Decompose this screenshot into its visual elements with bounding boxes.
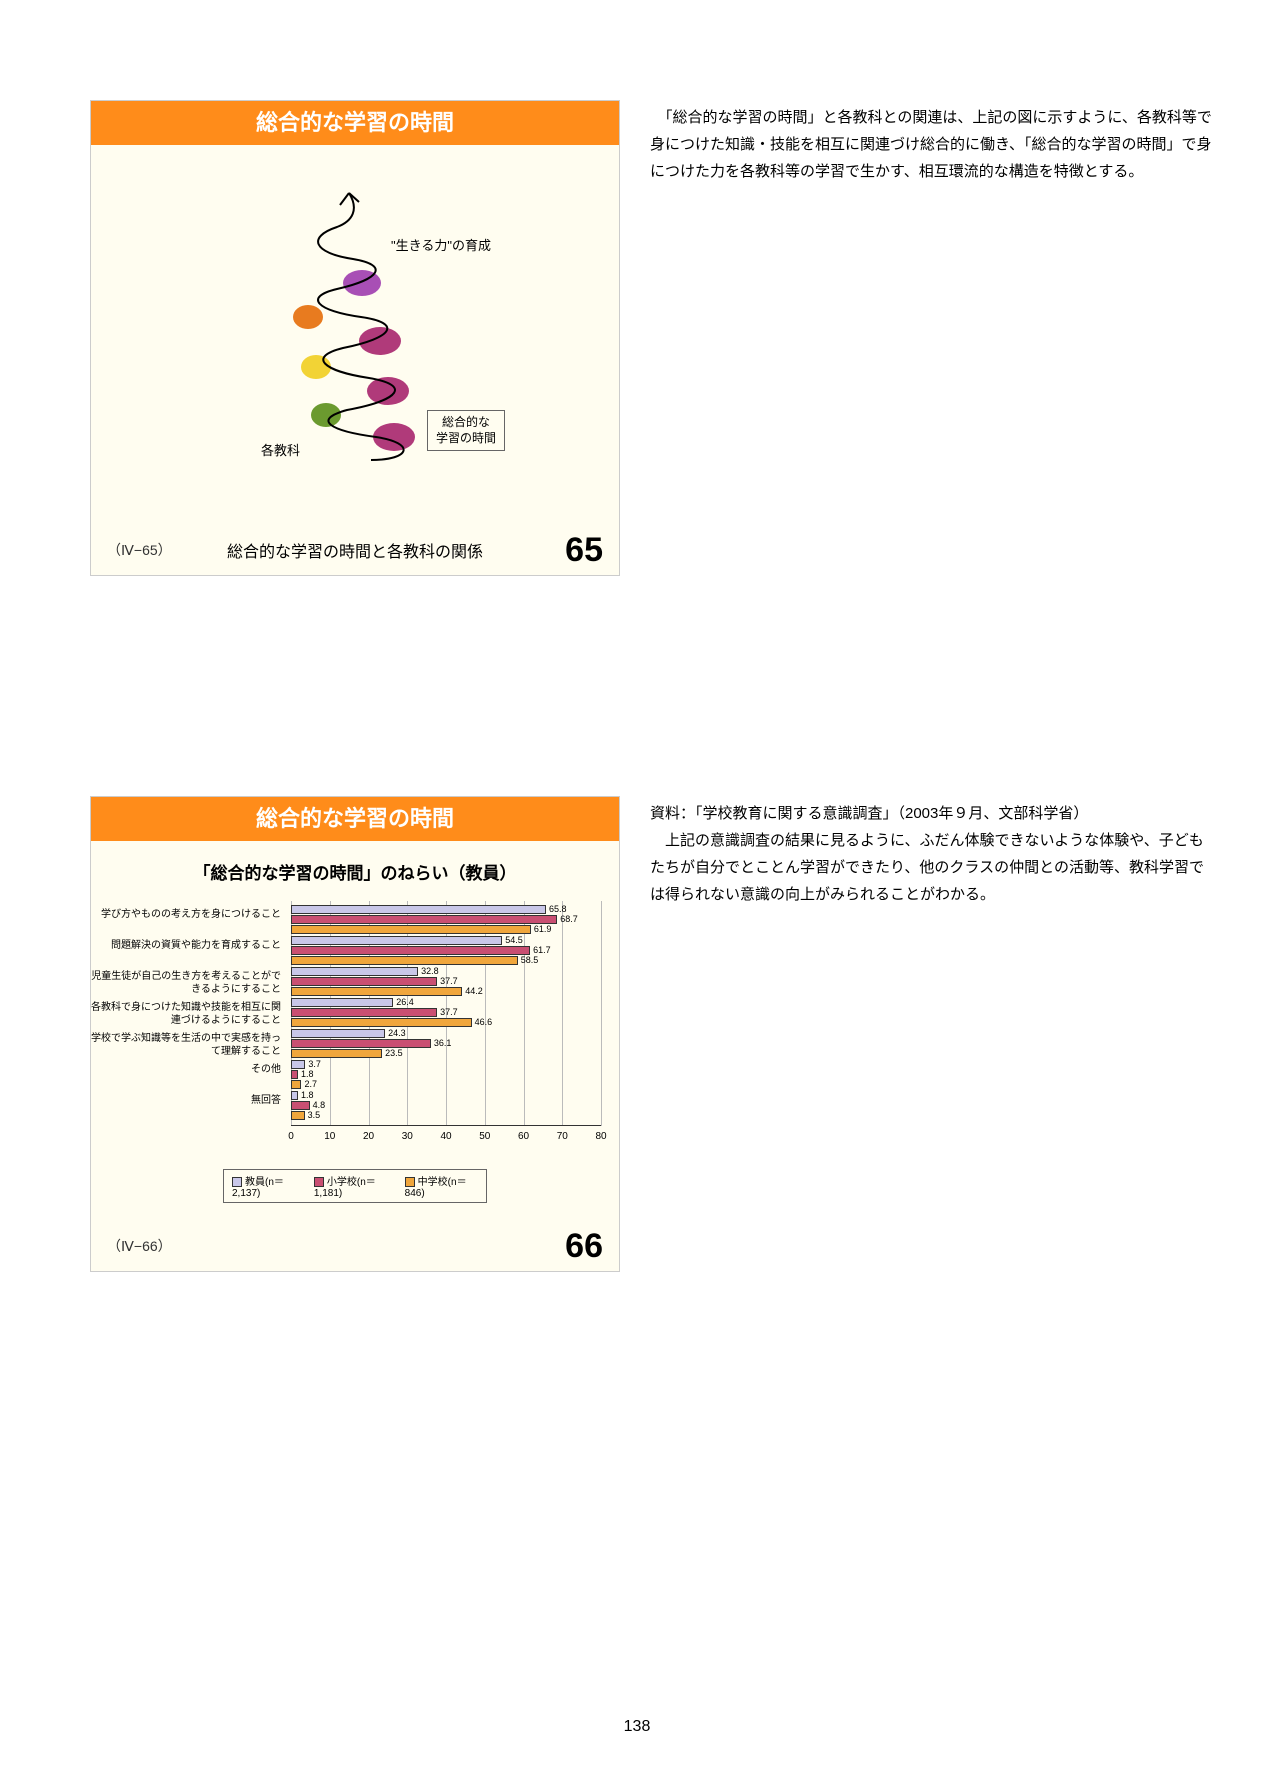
x-tick: 70: [557, 1131, 568, 1142]
category-label: 児童生徒が自己の生き方を考えることができるようにすること: [91, 971, 287, 996]
bar-value: 61.9: [534, 924, 552, 934]
label-ikiru: "生きる力"の育成: [391, 235, 491, 254]
slide-2-footer: （Ⅳ−66） 66: [91, 1221, 619, 1271]
slide-1-number: 65: [565, 531, 603, 570]
chart-bar: [291, 1008, 437, 1017]
chart-bar: [291, 1049, 382, 1058]
legend-item: 小学校(n＝1,181): [314, 1173, 395, 1199]
slide-2-number: 66: [565, 1227, 603, 1266]
chart-bar: [291, 1080, 301, 1089]
bar-value: 65.8: [549, 904, 567, 914]
bar-value: 58.5: [521, 955, 539, 965]
slide-1-body: "生きる力"の育成 各教科 総合的な 学習の時間: [91, 145, 619, 525]
x-tick: 80: [595, 1131, 606, 1142]
slide-2: 総合的な学習の時間 「総合的な学習の時間」のねらい（教員） 学び方やものの考え方…: [90, 796, 620, 1272]
bar-value: 3.5: [308, 1110, 321, 1120]
category-label: 学校で学ぶ知識等を生活の中で実感を持って理解すること: [91, 1033, 287, 1058]
bar-value: 61.7: [533, 945, 551, 955]
page-number: 138: [0, 1718, 1274, 1736]
chart-bar: [291, 967, 418, 976]
slide-1-header: 総合的な学習の時間: [91, 101, 619, 145]
label-sougou-box: 総合的な 学習の時間: [427, 410, 505, 451]
slide-2-header: 総合的な学習の時間: [91, 797, 619, 841]
chart-bar: [291, 1091, 298, 1100]
slide-1-footer-center: 総合的な学習の時間と各教科の関係: [91, 538, 619, 562]
bar-value: 44.2: [465, 986, 483, 996]
box-l2: 学習の時間: [436, 431, 496, 445]
bar-value: 1.8: [301, 1090, 314, 1100]
x-tick: 40: [440, 1131, 451, 1142]
chart-bar: [291, 1029, 385, 1038]
legend-item: 中学校(n＝846): [405, 1173, 478, 1199]
bar-value: 37.7: [440, 976, 458, 986]
legend-item: 教員(n＝2,137): [232, 1173, 304, 1199]
x-tick: 30: [402, 1131, 413, 1142]
bar-value: 36.1: [434, 1038, 452, 1048]
bar-value: 1.8: [301, 1069, 314, 1079]
bar-value: 2.7: [304, 1079, 317, 1089]
bar-value: 68.7: [560, 914, 578, 924]
bar-value: 32.8: [421, 966, 439, 976]
chart-bar: [291, 915, 557, 924]
label-kakukyouka: 各教科: [261, 440, 300, 459]
chart-bar: [291, 1111, 305, 1120]
bar-chart: 0102030405060708065.868.761.954.561.758.…: [291, 901, 601, 1156]
chart-bar: [291, 1101, 310, 1110]
x-tick: 10: [324, 1131, 335, 1142]
chart-bar: [291, 1070, 298, 1079]
chart-legend: 教員(n＝2,137) 小学校(n＝1,181) 中学校(n＝846): [223, 1169, 487, 1203]
slide-2-footer-left: （Ⅳ−66）: [107, 1236, 172, 1256]
chart-bar: [291, 998, 393, 1007]
category-label: 問題解決の資質や能力を育成すること: [91, 940, 287, 953]
category-label: 学び方やものの考え方を身につけること: [91, 909, 287, 922]
bar-value: 54.5: [505, 935, 523, 945]
chart-bar: [291, 956, 518, 965]
bar-value: 26.4: [396, 997, 414, 1007]
chart-bar: [291, 905, 546, 914]
chart-bar: [291, 936, 502, 945]
bar-value: 46.6: [475, 1017, 493, 1027]
chart-bar: [291, 1060, 305, 1069]
slide-1: 総合的な学習の時間 "生きる力"の育成 各教科 総合的な 学習の時間: [90, 100, 620, 576]
slide-1-row: 総合的な学習の時間 "生きる力"の育成 各教科 総合的な 学習の時間: [90, 100, 1214, 576]
side-text-2: 資料：「学校教育に関する意識調査」（2003年９月、文部科学省） 上記の意識調査…: [650, 796, 1214, 1272]
bar-value: 23.5: [385, 1048, 403, 1058]
x-tick: 50: [479, 1131, 490, 1142]
bar-value: 37.7: [440, 1007, 458, 1017]
chart-bar: [291, 946, 530, 955]
x-tick: 20: [363, 1131, 374, 1142]
chart-bar: [291, 925, 531, 934]
chart-bar: [291, 1039, 431, 1048]
slide-1-footer: （Ⅳ−65） 総合的な学習の時間と各教科の関係 65: [91, 525, 619, 575]
chart-title: 「総合的な学習の時間」のねらい（教員）: [91, 841, 619, 884]
bar-value: 3.7: [308, 1059, 321, 1069]
category-label: 無回答: [91, 1095, 287, 1108]
chart-bar: [291, 1018, 472, 1027]
x-tick: 0: [288, 1131, 294, 1142]
x-tick: 60: [518, 1131, 529, 1142]
bar-value: 24.3: [388, 1028, 406, 1038]
box-l1: 総合的な: [442, 415, 490, 429]
bar-value: 4.8: [313, 1100, 326, 1110]
category-label: その他: [91, 1064, 287, 1077]
slide-2-body: 「総合的な学習の時間」のねらい（教員） 学び方やものの考え方を身につけること問題…: [91, 841, 619, 1221]
chart-bar: [291, 977, 437, 986]
side-text-1: 「総合的な学習の時間」と各教科との関連は、上記の図に示すように、各教科等で身につ…: [650, 100, 1214, 576]
category-labels: 学び方やものの考え方を身につけること問題解決の資質や能力を育成すること児童生徒が…: [91, 903, 287, 1153]
chart-bar: [291, 987, 462, 996]
category-label: 各教科で身につけた知識や技能を相互に関連づけるようにすること: [91, 1002, 287, 1027]
slide-2-row: 総合的な学習の時間 「総合的な学習の時間」のねらい（教員） 学び方やものの考え方…: [90, 796, 1214, 1272]
